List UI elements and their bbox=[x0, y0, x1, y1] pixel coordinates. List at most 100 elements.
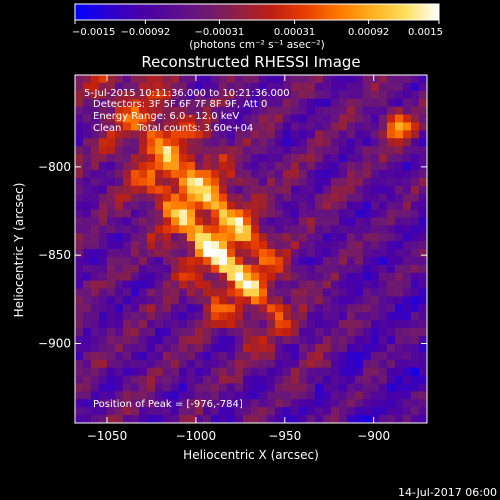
heatmap-cell bbox=[187, 130, 196, 139]
heatmap-cell bbox=[91, 114, 100, 124]
heatmap-cell bbox=[403, 209, 412, 218]
heatmap-cell bbox=[307, 225, 316, 234]
heatmap-cell bbox=[371, 249, 380, 258]
heatmap-cell bbox=[363, 146, 372, 155]
heatmap-cell bbox=[387, 343, 396, 353]
heatmap-cell bbox=[291, 249, 300, 258]
heatmap-cell bbox=[187, 280, 196, 290]
heatmap-cell bbox=[283, 415, 292, 423]
heatmap-cell bbox=[395, 209, 404, 218]
heatmap-cell bbox=[227, 383, 236, 392]
heatmap-cell bbox=[107, 162, 116, 171]
heatmap-cell bbox=[403, 264, 412, 274]
heatmap-cell bbox=[403, 177, 412, 187]
heatmap-cell bbox=[307, 162, 316, 171]
heatmap-cell bbox=[107, 201, 116, 211]
heatmap-cell bbox=[139, 249, 148, 258]
heatmap-cell bbox=[259, 399, 268, 408]
heatmap-cell bbox=[307, 185, 316, 195]
heatmap-cell bbox=[83, 225, 92, 234]
heatmap-cell bbox=[355, 288, 364, 298]
info-line-time-range: 5-Jul-2015 10:11:36.000 to 10:21:36.000 bbox=[84, 88, 290, 99]
heatmap-cell bbox=[315, 233, 324, 242]
heatmap-cell bbox=[235, 383, 244, 392]
heatmap-cell bbox=[227, 304, 236, 313]
heatmap-cell bbox=[179, 169, 188, 179]
heatmap-cell bbox=[107, 399, 116, 408]
heatmap-cell bbox=[147, 296, 156, 305]
heatmap-cell bbox=[147, 177, 156, 187]
heatmap-cell bbox=[83, 296, 92, 305]
heatmap-cell bbox=[251, 201, 260, 211]
heatmap-cell bbox=[195, 169, 204, 179]
heatmap-cell bbox=[139, 233, 148, 242]
heatmap-cell bbox=[315, 407, 324, 416]
heatmap-cell bbox=[419, 177, 427, 187]
heatmap-cell bbox=[371, 217, 380, 226]
heatmap-cell bbox=[91, 249, 100, 258]
heatmap-cell bbox=[179, 391, 188, 400]
heatmap-cell bbox=[227, 359, 236, 369]
heatmap-cell bbox=[115, 391, 124, 400]
heatmap-cell bbox=[195, 138, 204, 147]
heatmap-cell bbox=[275, 162, 284, 171]
heatmap-cell bbox=[315, 391, 324, 400]
heatmap-cell bbox=[235, 256, 244, 266]
heatmap-cell bbox=[379, 312, 388, 321]
heatmap-cell bbox=[107, 328, 116, 337]
info-line-detectors: Detectors: 3F 5F 6F 7F 8F 9F, Att 0 bbox=[93, 99, 267, 110]
heatmap-cell bbox=[323, 399, 332, 408]
heatmap-cell bbox=[227, 177, 236, 187]
heatmap-cell bbox=[75, 241, 84, 250]
heatmap-cell bbox=[203, 249, 212, 258]
heatmap-cell bbox=[203, 256, 212, 266]
heatmap-cell bbox=[283, 138, 292, 147]
heatmap-cell bbox=[267, 383, 276, 392]
heatmap-cell bbox=[291, 256, 300, 266]
heatmap-cell bbox=[355, 75, 364, 84]
heatmap-cell bbox=[235, 328, 244, 337]
heatmap-cell bbox=[283, 146, 292, 155]
heatmap-cell bbox=[83, 146, 92, 155]
heatmap-cell bbox=[227, 272, 236, 282]
heatmap-cell bbox=[131, 328, 140, 337]
heatmap-cell bbox=[219, 154, 228, 163]
heatmap-cell bbox=[259, 256, 268, 266]
heatmap-cell bbox=[299, 399, 308, 408]
heatmap-cell bbox=[299, 320, 308, 329]
heatmap-cell bbox=[243, 106, 252, 116]
heatmap-cell bbox=[115, 90, 124, 100]
heatmap-cell bbox=[75, 375, 84, 385]
heatmap-cell bbox=[131, 241, 140, 250]
heatmap-cell bbox=[267, 82, 276, 92]
heatmap-cell bbox=[331, 138, 340, 147]
heatmap-cell bbox=[307, 193, 316, 203]
heatmap-cell bbox=[363, 154, 372, 163]
heatmap-cell bbox=[163, 193, 172, 203]
heatmap-cell bbox=[307, 296, 316, 305]
heatmap-cell bbox=[419, 312, 427, 321]
heatmap-cell bbox=[419, 272, 427, 282]
heatmap-cell bbox=[139, 90, 148, 100]
heatmap-cell bbox=[371, 193, 380, 203]
heatmap-cell bbox=[115, 122, 124, 131]
heatmap-cell bbox=[179, 114, 188, 124]
heatmap-cell bbox=[283, 193, 292, 203]
heatmap-cell bbox=[155, 201, 164, 211]
heatmap-cell bbox=[155, 138, 164, 147]
heatmap-cell bbox=[379, 130, 388, 139]
heatmap-cell bbox=[395, 233, 404, 242]
heatmap-cell bbox=[227, 415, 236, 423]
heatmap-cell bbox=[243, 217, 252, 226]
heatmap-cell bbox=[139, 225, 148, 234]
heatmap-cell bbox=[91, 201, 100, 211]
heatmap-cell bbox=[331, 343, 340, 353]
heatmap-cell bbox=[395, 383, 404, 392]
heatmap-cell bbox=[379, 328, 388, 337]
heatmap-cell bbox=[411, 391, 420, 400]
heatmap-cell bbox=[211, 288, 220, 298]
colorbar-tick-label: 0.00092 bbox=[348, 27, 389, 38]
heatmap-cell bbox=[187, 367, 196, 377]
heatmap-cell bbox=[115, 415, 124, 423]
heatmap-cell bbox=[259, 138, 268, 147]
